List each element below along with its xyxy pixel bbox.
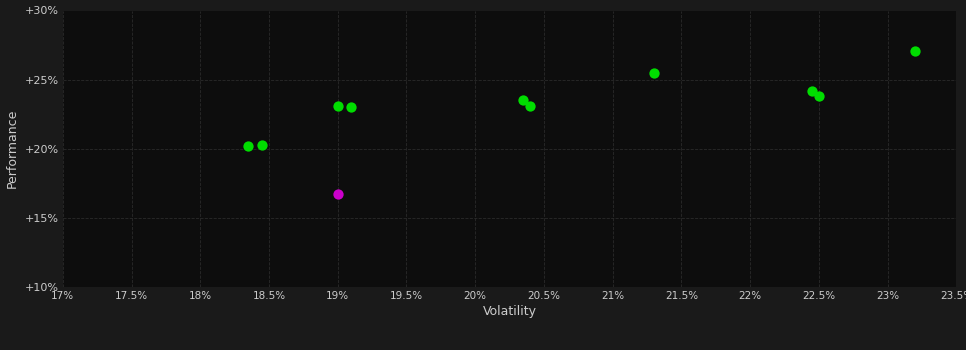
- Y-axis label: Performance: Performance: [6, 109, 19, 188]
- Point: [330, 191, 346, 197]
- Point: [254, 142, 270, 148]
- Point: [523, 103, 538, 109]
- Point: [516, 98, 531, 103]
- Point: [241, 143, 256, 149]
- Point: [344, 104, 359, 110]
- Point: [811, 93, 827, 99]
- X-axis label: Volatility: Volatility: [483, 305, 536, 318]
- Point: [907, 48, 923, 54]
- Point: [646, 70, 662, 76]
- Point: [330, 103, 346, 109]
- Point: [805, 88, 820, 93]
